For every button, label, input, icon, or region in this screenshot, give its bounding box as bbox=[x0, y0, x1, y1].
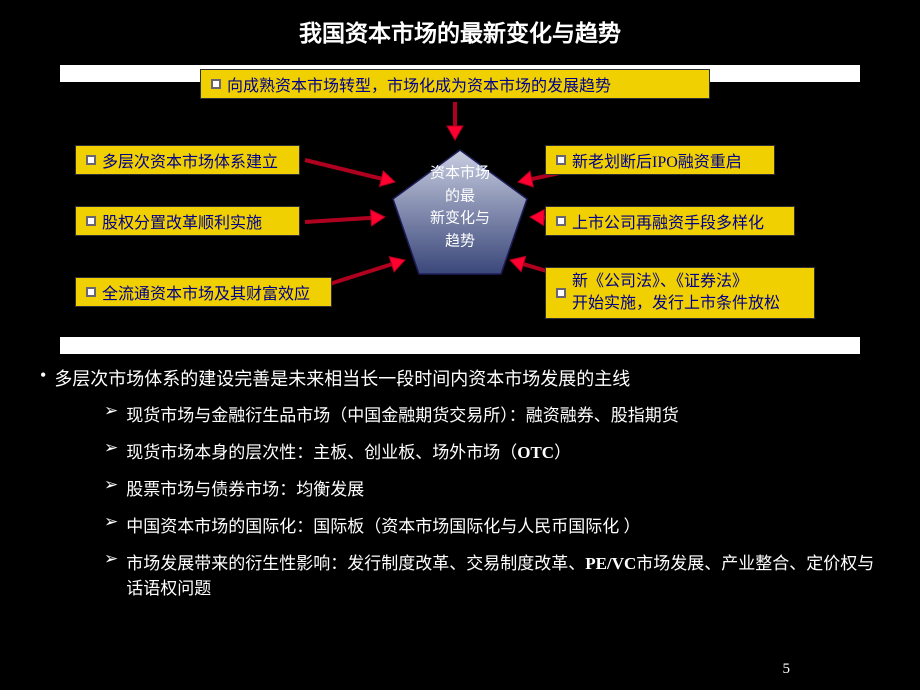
bullet-square-icon bbox=[86, 287, 96, 297]
sub-bullet-text: 现货市场本身的层次性：主板、创业板、场外市场（OTC） bbox=[126, 438, 571, 463]
box-l3-text: 全流通资本市场及其财富效应 bbox=[102, 280, 310, 304]
sub-bullet-item: ➢ 中国资本市场的国际化：国际板（资本市场国际化与人民币国际化 ） bbox=[104, 512, 880, 537]
main-bullet: • 多层次市场体系的建设完善是未来相当长一段时间内资本市场发展的主线 bbox=[40, 365, 880, 391]
bullet-square-icon bbox=[556, 288, 566, 298]
box-left-2: 股权分置改革顺利实施 bbox=[75, 206, 300, 236]
central-pentagon: 资本市场的最 新变化与趋势 bbox=[390, 147, 530, 277]
box-r3-text: 新《公司法》、《证券法》 开始实施，发行上市条件放松 bbox=[572, 271, 780, 316]
sub-bullet-text: 中国资本市场的国际化：国际板（资本市场国际化与人民币国际化 ） bbox=[126, 512, 640, 537]
page-number: 5 bbox=[783, 661, 791, 678]
chevron-right-icon: ➢ bbox=[104, 475, 118, 500]
box-right-2: 上市公司再融资手段多样化 bbox=[545, 206, 795, 236]
chevron-right-icon: ➢ bbox=[104, 401, 118, 426]
chevron-right-icon: ➢ bbox=[104, 549, 118, 599]
chevron-right-icon: ➢ bbox=[104, 438, 118, 463]
box-left-1: 多层次资本市场体系建立 bbox=[75, 145, 300, 175]
box-right-1: 新老划断后IPO融资重启 bbox=[545, 145, 775, 175]
central-text: 资本市场的最 新变化与趋势 bbox=[425, 163, 495, 253]
dot-icon: • bbox=[40, 365, 46, 391]
chevron-right-icon: ➢ bbox=[104, 512, 118, 537]
sub-bullet-text: 股票市场与债券市场：均衡发展 bbox=[126, 475, 364, 500]
box-top-text: 向成熟资本市场转型，市场化成为资本市场的发展趋势 bbox=[227, 72, 611, 96]
bullet-square-icon bbox=[86, 216, 96, 226]
sub-bullet-text: 现货市场与金融衍生品市场（中国金融期货交易所）：融资融券、股指期货 bbox=[126, 401, 679, 426]
bottom-band bbox=[60, 337, 860, 354]
box-r2-text: 上市公司再融资手段多样化 bbox=[572, 209, 764, 233]
sub-bullet-item: ➢ 现货市场本身的层次性：主板、创业板、场外市场（OTC） bbox=[104, 438, 880, 463]
box-l1-text: 多层次资本市场体系建立 bbox=[102, 148, 278, 172]
bullet-square-icon bbox=[556, 216, 566, 226]
box-l2-text: 股权分置改革顺利实施 bbox=[102, 209, 262, 233]
box-top-trend: 向成熟资本市场转型，市场化成为资本市场的发展趋势 bbox=[200, 69, 710, 99]
main-bullet-text: 多层次市场体系的建设完善是未来相当长一段时间内资本市场发展的主线 bbox=[54, 365, 630, 391]
sub-bullet-item: ➢ 现货市场与金融衍生品市场（中国金融期货交易所）：融资融券、股指期货 bbox=[104, 401, 880, 426]
sub-bullet-text: 市场发展带来的衍生性影响：发行制度改革、交易制度改革、PE/VC市场发展、产业整… bbox=[126, 549, 880, 599]
slide-title: 我国资本市场的最新变化与趋势 bbox=[0, 0, 920, 48]
bullet-square-icon bbox=[86, 155, 96, 165]
box-right-3: 新《公司法》、《证券法》 开始实施，发行上市条件放松 bbox=[545, 267, 815, 319]
bullet-square-icon bbox=[556, 155, 566, 165]
diagram-area: 向成熟资本市场转型，市场化成为资本市场的发展趋势 多层次资本市场体系建立 股权分… bbox=[0, 62, 920, 357]
box-r1-text: 新老划断后IPO融资重启 bbox=[572, 148, 742, 172]
bullet-square-icon bbox=[211, 79, 221, 89]
sub-bullet-list: ➢ 现货市场与金融衍生品市场（中国金融期货交易所）：融资融券、股指期货 ➢ 现货市场本… bbox=[40, 391, 880, 599]
bullet-section: • 多层次市场体系的建设完善是未来相当长一段时间内资本市场发展的主线 ➢ 现货市场… bbox=[0, 357, 920, 599]
box-left-3: 全流通资本市场及其财富效应 bbox=[75, 277, 332, 307]
sub-bullet-item: ➢ 股票市场与债券市场：均衡发展 bbox=[104, 475, 880, 500]
sub-bullet-item: ➢市场发展带来的衍生性影响：发行制度改革、交易制度改革、PE/VC市场发展、产业… bbox=[104, 549, 880, 599]
